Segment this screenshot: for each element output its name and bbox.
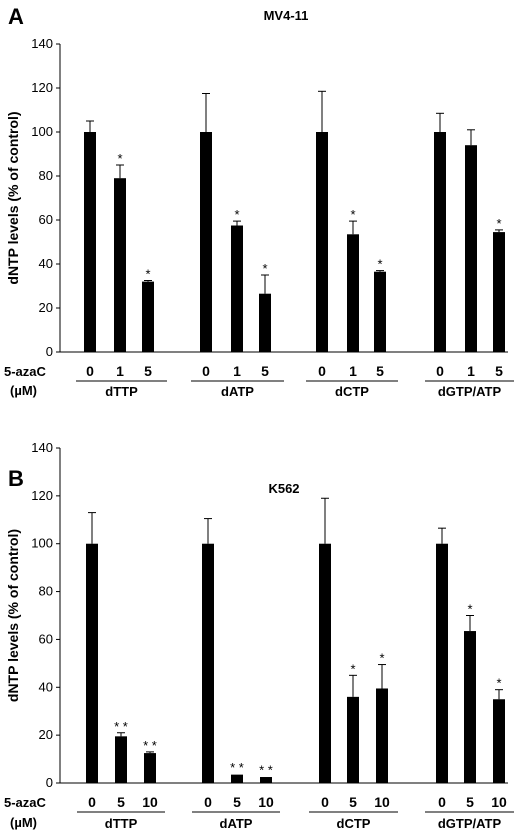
bar <box>374 271 386 352</box>
bar <box>316 132 328 352</box>
bar <box>493 232 505 352</box>
bar <box>260 777 272 783</box>
dose-tick-label: 5 <box>233 794 241 810</box>
bar <box>200 132 212 352</box>
dose-tick-label: 1 <box>116 363 124 379</box>
dose-tick-label: 10 <box>142 794 158 810</box>
significance-marker: * * <box>259 762 273 777</box>
significance-marker: * * <box>114 719 128 734</box>
bar <box>86 543 98 783</box>
dose-tick-label: 10 <box>374 794 390 810</box>
group-label: dATP <box>220 816 253 831</box>
y-tick-label: 80 <box>39 168 53 183</box>
y-tick-label: 80 <box>39 584 53 599</box>
bar <box>202 543 214 783</box>
significance-marker: * <box>350 207 355 222</box>
dose-tick-label: 1 <box>467 363 475 379</box>
group-label: dCTP <box>335 384 369 399</box>
bar <box>144 753 156 783</box>
dose-row-label: 5-azaC <box>4 364 47 379</box>
y-tick-label: 140 <box>31 440 53 455</box>
dose-tick-label: 5 <box>349 794 357 810</box>
dose-tick-label: 0 <box>204 794 212 810</box>
bar <box>376 688 388 783</box>
significance-marker: * <box>379 651 384 666</box>
dose-tick-label: 10 <box>258 794 274 810</box>
group-label: dATP <box>221 384 254 399</box>
group-label: dTTP <box>105 816 138 831</box>
bar <box>231 225 243 352</box>
dose-tick-label: 0 <box>436 363 444 379</box>
dose-row-label: 5-azaC <box>4 795 47 810</box>
y-tick-label: 20 <box>39 727 53 742</box>
y-tick-label: 120 <box>31 488 53 503</box>
bar <box>259 293 271 352</box>
dose-tick-label: 5 <box>261 363 269 379</box>
bar <box>347 234 359 352</box>
bar <box>114 178 126 352</box>
significance-marker: * <box>467 602 472 617</box>
dose-tick-label: 5 <box>466 794 474 810</box>
y-tick-label: 40 <box>39 256 53 271</box>
significance-marker: * <box>350 661 355 676</box>
significance-marker: * * <box>230 760 244 775</box>
significance-marker: * <box>234 207 239 222</box>
bar <box>465 145 477 352</box>
chart-title: MV4-11 <box>264 8 309 23</box>
bar <box>115 736 127 783</box>
bar <box>464 631 476 783</box>
dose-tick-label: 0 <box>86 363 94 379</box>
significance-marker: * <box>496 216 501 231</box>
dose-tick-label: 1 <box>233 363 241 379</box>
group-label: dGTP/ATP <box>438 816 502 831</box>
bar <box>436 543 448 783</box>
y-tick-label: 0 <box>46 344 53 359</box>
dose-tick-label: 0 <box>438 794 446 810</box>
bar <box>142 281 154 352</box>
dose-tick-label: 5 <box>495 363 503 379</box>
bar <box>434 132 446 352</box>
bar <box>347 696 359 783</box>
dose-tick-label: 10 <box>491 794 507 810</box>
y-tick-label: 140 <box>31 36 53 51</box>
group-label: dTTP <box>105 384 138 399</box>
significance-marker: * <box>117 151 122 166</box>
significance-marker: * <box>145 267 150 282</box>
y-axis-label: dNTP levels (% of control) <box>5 111 21 284</box>
dose-tick-label: 0 <box>88 794 96 810</box>
dose-tick-label: 5 <box>117 794 125 810</box>
dose-tick-label: 5 <box>144 363 152 379</box>
bar <box>319 543 331 783</box>
panel-label: B <box>8 466 24 491</box>
y-tick-label: 60 <box>39 631 53 646</box>
y-tick-label: 120 <box>31 80 53 95</box>
group-label: dGTP/ATP <box>438 384 502 399</box>
bar <box>231 774 243 783</box>
panel-label: A <box>8 4 24 29</box>
dose-tick-label: 0 <box>318 363 326 379</box>
bar <box>493 699 505 783</box>
dose-tick-label: 1 <box>349 363 357 379</box>
y-tick-label: 60 <box>39 212 53 227</box>
bar <box>84 132 96 352</box>
significance-marker: * <box>496 676 501 691</box>
dose-tick-label: 0 <box>202 363 210 379</box>
dose-tick-label: 5 <box>376 363 384 379</box>
unit-row-label: (µM) <box>10 815 37 830</box>
y-tick-label: 100 <box>31 536 53 551</box>
significance-marker: * <box>377 257 382 272</box>
y-tick-label: 20 <box>39 300 53 315</box>
y-tick-label: 40 <box>39 679 53 694</box>
unit-row-label: (µM) <box>10 383 37 398</box>
significance-marker: * * <box>143 738 157 753</box>
group-label: dCTP <box>337 816 371 831</box>
y-tick-label: 100 <box>31 124 53 139</box>
chart-title: K562 <box>268 481 299 496</box>
dose-tick-label: 0 <box>321 794 329 810</box>
y-axis-label: dNTP levels (% of control) <box>5 529 21 702</box>
significance-marker: * <box>262 261 267 276</box>
y-tick-label: 0 <box>46 775 53 790</box>
